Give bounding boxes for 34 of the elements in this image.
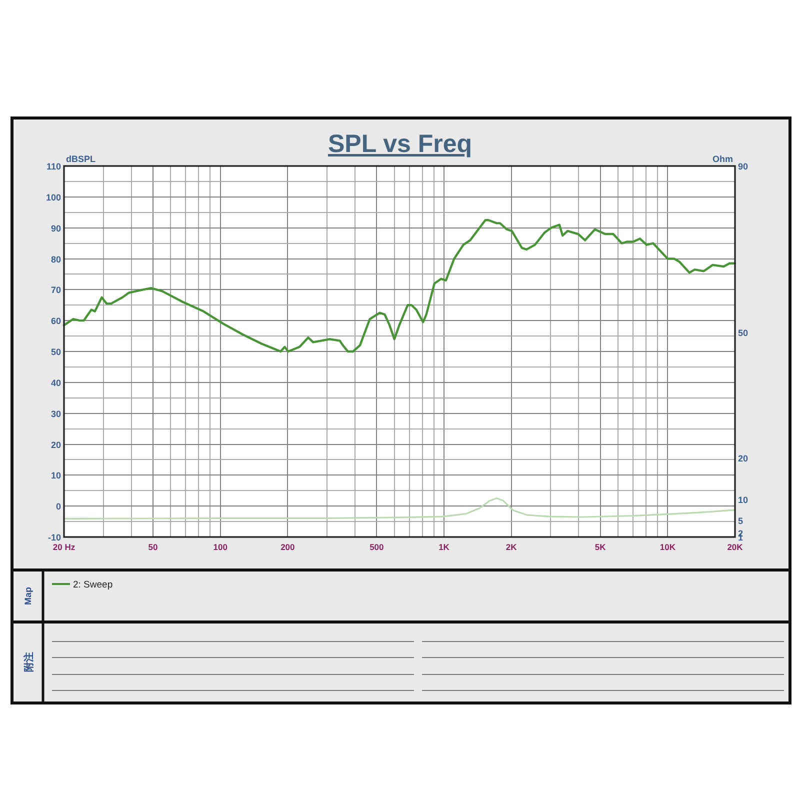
x-tick-label: 20 Hz (52, 542, 76, 552)
y-tick-label: 70 (50, 285, 61, 296)
x-tick-label: 1K (438, 542, 450, 552)
y2-axis-title: Ohm (712, 154, 733, 164)
y-tick-label: 110 (46, 162, 61, 172)
x-tick-label: 500 (370, 542, 384, 552)
y-tick-label: -10 (48, 532, 61, 542)
legend-title: Map (23, 586, 33, 605)
x-tick-label: 10K (660, 542, 676, 552)
text: 附注 (23, 652, 35, 672)
x-tick-label: 2K (506, 542, 518, 552)
x-tick-label: 20K (727, 542, 744, 552)
y-tick-label: 40 (50, 378, 61, 388)
chart-title: SPL vs Freq (328, 130, 472, 158)
y-tick-label: 60 (50, 316, 61, 326)
y-tick-label: 100 (46, 192, 61, 202)
y2-tick-label: 90 (738, 162, 748, 172)
y-tick-label: 90 (50, 223, 61, 234)
x-tick-label: 200 (280, 542, 296, 552)
y-tick-label: 80 (50, 254, 61, 264)
y-tick-label: 10 (50, 470, 61, 481)
y2-tick-label: 10 (738, 494, 748, 505)
y2-tick-label: 50 (738, 328, 748, 338)
y-tick-label: 20 (50, 440, 61, 450)
y-tick-label: 30 (50, 408, 61, 419)
y-tick-label: 50 (50, 347, 61, 357)
x-tick-label: 100 (213, 542, 228, 552)
y-axis-title: dBSPL (66, 154, 96, 164)
y2-tick-label: 5 (738, 516, 744, 526)
y-tick-label: 0 (56, 502, 61, 512)
y2-tick-label: 20 (738, 453, 748, 464)
x-tick-label: 50 (148, 542, 158, 552)
x-tick-label: 5K (594, 542, 607, 552)
legend-label: 2: Sweep (73, 580, 113, 590)
